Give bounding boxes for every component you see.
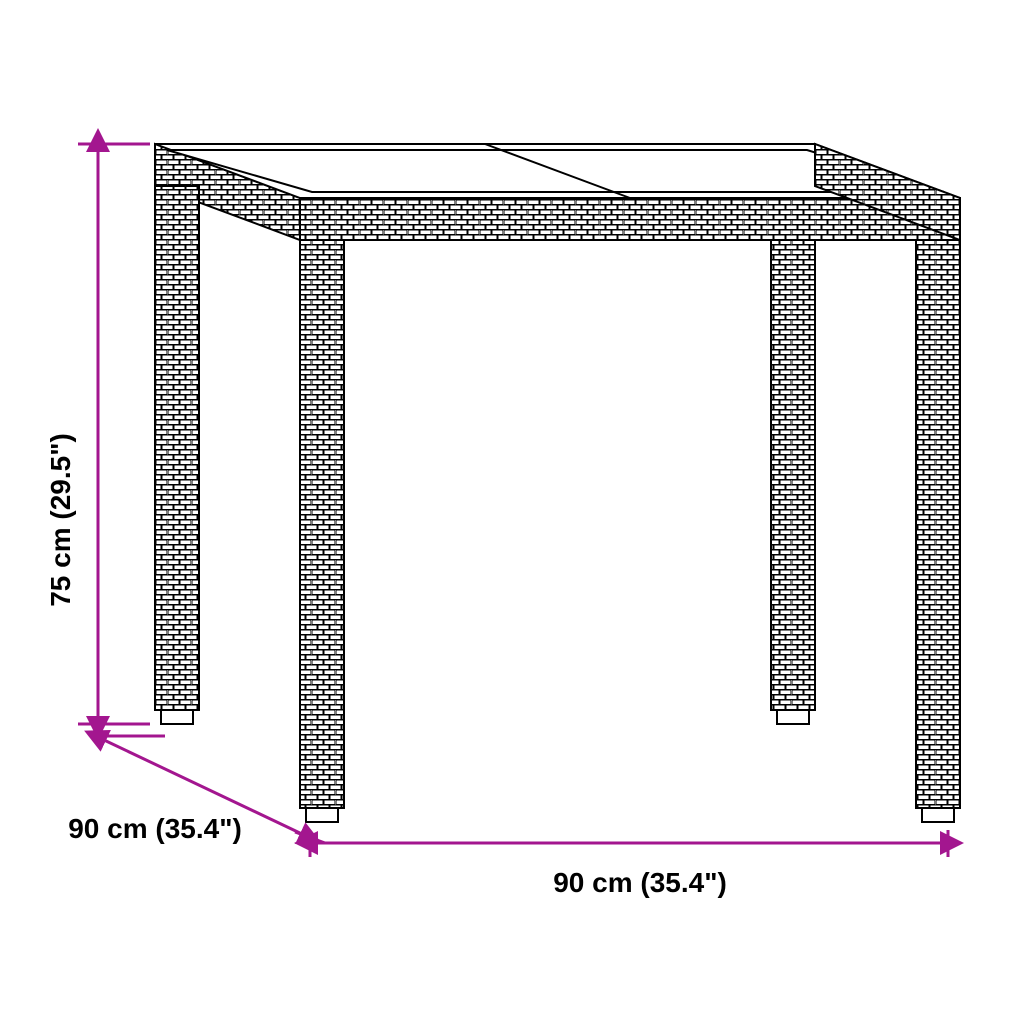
dimension-lines (78, 144, 948, 857)
label-depth: 90 cm (35.4") (68, 813, 242, 844)
table-drawing (155, 144, 960, 822)
leg-back-right (771, 186, 815, 724)
dimension-labels: 75 cm (29.5") 90 cm (35.4") 90 cm (35.4"… (45, 433, 727, 898)
label-width: 90 cm (35.4") (553, 867, 727, 898)
leg-back-left (155, 186, 199, 724)
tabletop-front-edge (300, 198, 960, 240)
leg-front-right (916, 240, 960, 822)
leg-front-left (300, 240, 344, 822)
dimension-diagram: 75 cm (29.5") 90 cm (35.4") 90 cm (35.4"… (0, 0, 1024, 1024)
dimension-width (310, 830, 948, 857)
label-height: 75 cm (29.5") (45, 433, 76, 607)
dimension-height (78, 144, 150, 724)
